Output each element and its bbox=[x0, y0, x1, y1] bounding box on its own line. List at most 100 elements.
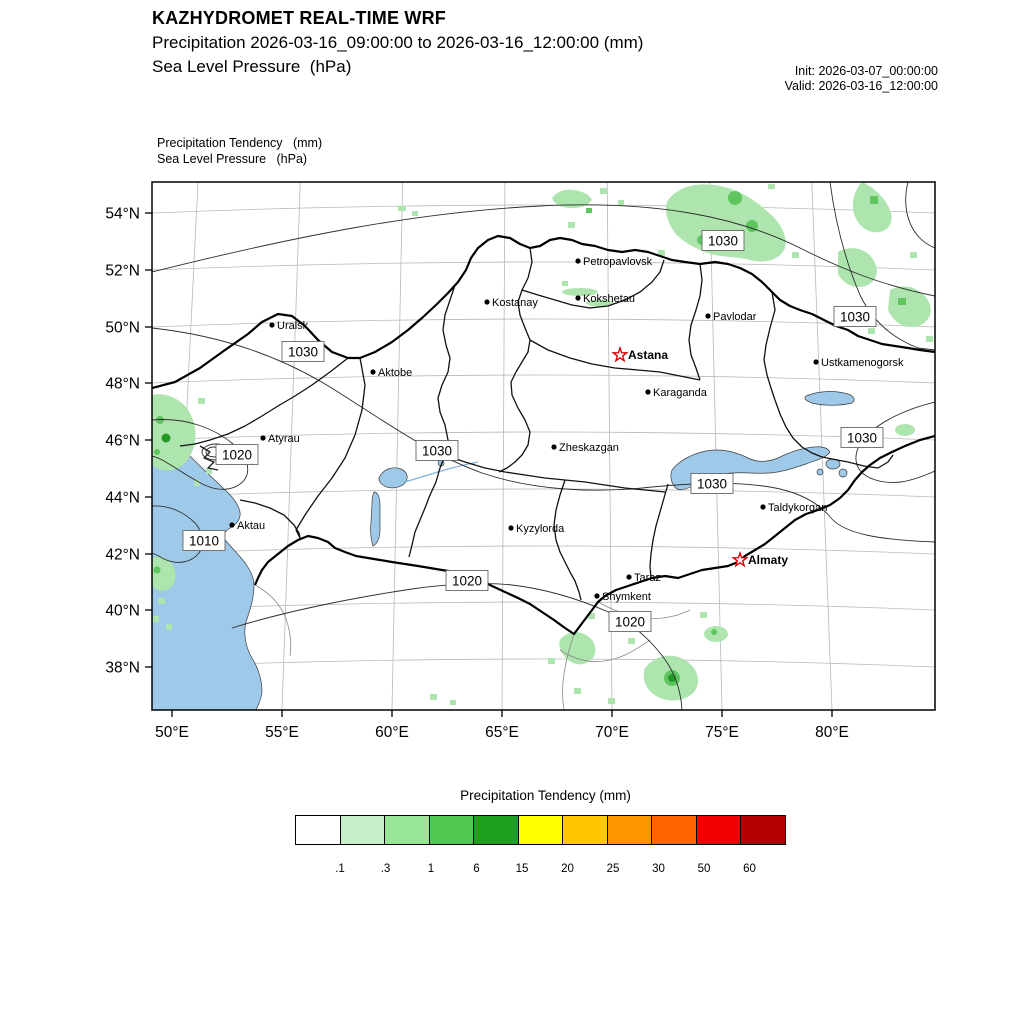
precip-dot bbox=[768, 184, 775, 189]
graticule bbox=[152, 182, 935, 710]
contour-1020-south bbox=[231, 583, 683, 710]
pressure-contours bbox=[152, 182, 935, 710]
precip-dot bbox=[158, 598, 165, 604]
city-dot-icon bbox=[760, 504, 766, 510]
lon-label: 70°E bbox=[595, 724, 629, 741]
pressure-label: 1030 bbox=[840, 310, 870, 325]
contour-1030-east bbox=[829, 182, 935, 351]
contour-1030-corner bbox=[905, 182, 935, 249]
precip-patch bbox=[559, 632, 596, 665]
lat-label: 38°N bbox=[105, 660, 140, 677]
precip-dot bbox=[412, 211, 418, 216]
precip-dot bbox=[618, 200, 624, 206]
lat-label: 52°N bbox=[105, 263, 140, 280]
city-label: Shymkent bbox=[602, 591, 651, 603]
city-dot-icon bbox=[508, 525, 514, 531]
precip-dot bbox=[588, 613, 595, 619]
pressure-label: 1030 bbox=[288, 345, 318, 360]
caspian-sea bbox=[152, 437, 263, 710]
colorbar-tick-labels: .1 .3 1 6 15 20 25 30 50 60 bbox=[295, 863, 796, 879]
city-label: Taldykorgan bbox=[768, 502, 827, 514]
city-label: Almaty bbox=[748, 553, 788, 567]
region-boundary bbox=[521, 259, 665, 309]
lake-sasykkol bbox=[838, 468, 848, 478]
pressure-label-box bbox=[445, 570, 489, 591]
valid-time: Valid: 2026-03-16_12:00:00 bbox=[784, 79, 938, 93]
colorbar-swatch bbox=[339, 815, 385, 845]
city-dot-icon bbox=[370, 369, 376, 375]
city-label: Astana bbox=[628, 348, 668, 362]
city-label: Kyzylorda bbox=[516, 523, 565, 535]
pressure-label: 1020 bbox=[452, 574, 482, 589]
region-boundary bbox=[529, 339, 701, 381]
graticule-meridian bbox=[281, 182, 301, 710]
contour-1030-north bbox=[152, 204, 935, 297]
graticule-meridian bbox=[709, 182, 723, 710]
page-title: KAZHYDROMET REAL-TIME WRF bbox=[152, 8, 446, 28]
precip-dot bbox=[450, 700, 456, 705]
colorbar-swatch bbox=[517, 815, 563, 845]
precip-dot bbox=[198, 398, 205, 404]
precip-patch bbox=[586, 299, 614, 307]
graticule-parallel bbox=[152, 374, 935, 384]
region-boundary bbox=[444, 454, 666, 493]
pressure-label-box bbox=[840, 427, 884, 448]
region-boundary bbox=[774, 399, 894, 469]
colorbar-swatch bbox=[562, 815, 608, 845]
pressure-label: 1010 bbox=[189, 534, 219, 549]
capital-star-icon bbox=[611, 345, 629, 363]
precip-patch bbox=[888, 286, 931, 328]
map-legend-precip: Precipitation Tendency (mm) bbox=[157, 136, 323, 150]
weather-map: 1030 1030 1030 1030 1030 1030 1020 1010 1020 1020… bbox=[105, 181, 936, 742]
colorbar-tick-label: 20 bbox=[561, 863, 574, 875]
precip-dot bbox=[870, 196, 878, 204]
border-south bbox=[253, 434, 935, 636]
city-dot-icon bbox=[594, 593, 600, 599]
lake-zaysan bbox=[804, 391, 855, 406]
precip-dot bbox=[568, 222, 575, 228]
region-boundary bbox=[763, 291, 776, 401]
border-fergana bbox=[559, 639, 651, 662]
graticule-parallel bbox=[152, 261, 935, 271]
colorbar bbox=[295, 815, 786, 845]
region-boundaries bbox=[179, 247, 894, 601]
region-boundary bbox=[553, 479, 582, 601]
city-dot-icon bbox=[269, 322, 275, 328]
precip-dot bbox=[926, 336, 933, 342]
precip-dot bbox=[166, 624, 172, 630]
precipitation-areas bbox=[152, 182, 933, 705]
colorbar-tick-label: 15 bbox=[515, 863, 529, 875]
colorbar-tick-label: 30 bbox=[652, 863, 665, 875]
aral-sea-west bbox=[370, 491, 381, 547]
precip-dot bbox=[910, 252, 917, 258]
init-time: Init: 2026-03-07_00:00:00 bbox=[794, 64, 938, 78]
precip-core bbox=[728, 191, 742, 205]
city-dot-icon bbox=[626, 574, 632, 580]
city-dot-icon bbox=[229, 522, 235, 528]
lat-label: 48°N bbox=[105, 376, 140, 393]
precip-dot bbox=[548, 658, 555, 664]
lat-label: 44°N bbox=[105, 490, 140, 507]
graticule-parallel bbox=[152, 488, 935, 498]
precip-dot bbox=[562, 281, 568, 286]
border-uzbekistan bbox=[562, 633, 575, 710]
aral-sea-north bbox=[378, 467, 408, 489]
region-boundary bbox=[408, 284, 456, 558]
map-axes: 54°N 52°N 50°N 48°N 46°N 44°N 42°N 40°N 38°N 50°E… bbox=[105, 206, 849, 742]
kazakhstan-border bbox=[152, 234, 935, 636]
map-background bbox=[152, 182, 935, 710]
colorbar-title: Precipitation Tendency (mm) bbox=[460, 788, 631, 803]
colorbar-swatch bbox=[428, 815, 474, 845]
city-label: Atyrau bbox=[268, 433, 300, 445]
colorbar-tick-label: .1 bbox=[335, 863, 345, 875]
lake-balkhash bbox=[670, 446, 831, 491]
city-label: Aktau bbox=[237, 520, 265, 532]
pressure-label-box bbox=[833, 306, 877, 327]
lon-label: 60°E bbox=[375, 724, 409, 741]
colorbar-tick-label: .3 bbox=[380, 863, 391, 875]
pressure-label: 1030 bbox=[422, 444, 452, 459]
pressure-label: 1030 bbox=[708, 234, 738, 249]
small-lake bbox=[816, 468, 824, 476]
region-boundary bbox=[239, 499, 301, 539]
subtitle-precipitation: Precipitation 2026-03-16_09:00:00 to 202… bbox=[152, 33, 644, 52]
